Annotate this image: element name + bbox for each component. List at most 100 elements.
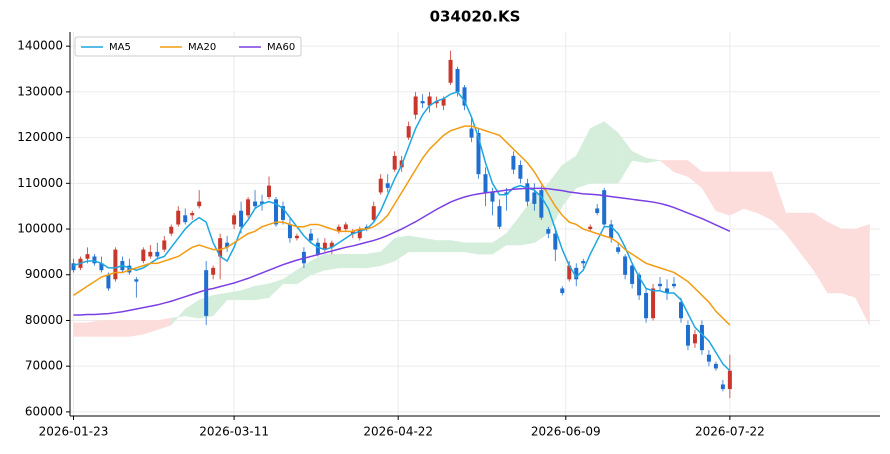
cloud-segment <box>73 322 88 337</box>
candle-body <box>427 96 432 106</box>
cloud-segment <box>589 121 605 184</box>
candle-body <box>616 247 621 252</box>
cloud <box>73 121 870 337</box>
candle-body <box>678 302 683 319</box>
candle-body <box>385 183 390 188</box>
candle-body <box>441 98 446 106</box>
candle-body <box>183 215 188 223</box>
candle-body <box>476 133 481 175</box>
cloud-segment <box>143 320 158 335</box>
candle-body <box>155 251 160 257</box>
candle-body <box>497 206 502 227</box>
y-tick-label: 110000 <box>17 176 63 190</box>
y-tick-label: 130000 <box>17 84 63 98</box>
candle-body <box>483 174 488 193</box>
chart-title: 034020.KS <box>430 8 521 26</box>
candle-body <box>406 126 411 138</box>
cloud-segment <box>394 235 409 262</box>
candle-body <box>267 185 272 198</box>
candle-body <box>211 267 216 275</box>
legend-box <box>74 36 302 57</box>
candle-body <box>141 249 146 262</box>
candle-body <box>315 242 320 255</box>
candle-body <box>532 192 537 204</box>
candle-body <box>169 226 174 234</box>
legend-label: MA20 <box>188 42 216 53</box>
candle-body <box>539 190 544 218</box>
candles <box>71 50 732 399</box>
cloud-segment <box>129 320 144 337</box>
candle-body <box>665 288 670 294</box>
cloud-segment <box>436 240 451 253</box>
x-tick-label: 2026-07-22 <box>695 425 765 439</box>
candle-body <box>204 270 209 316</box>
cloud-segment <box>226 290 242 301</box>
candle-body <box>420 101 425 104</box>
cloud-segment <box>799 212 814 271</box>
candle-body <box>106 274 111 289</box>
legend: MA5 MA20 MA60 <box>74 36 302 57</box>
cloud-segment <box>268 278 284 299</box>
candle-body <box>720 384 725 390</box>
candle-body <box>371 206 376 220</box>
candle-body <box>134 279 139 282</box>
y-tick-label: 60000 <box>25 404 63 418</box>
y-tick-label: 100000 <box>17 222 63 236</box>
candle-body <box>490 192 495 202</box>
candle-body <box>392 155 397 170</box>
candle-body <box>574 267 579 280</box>
candle-body <box>602 190 607 225</box>
candle-body <box>525 183 530 202</box>
x-tick-label: 2026-06-09 <box>531 425 601 439</box>
candle-body <box>197 201 202 207</box>
candle-body <box>706 354 711 362</box>
candle-body <box>113 249 118 280</box>
cloud-segment <box>87 320 102 337</box>
ma-lines <box>73 91 731 372</box>
cloud-segment <box>659 160 675 173</box>
candle-body <box>357 229 362 239</box>
cloud-segment <box>464 242 479 255</box>
cloud-segment <box>743 171 759 214</box>
cloud-segment <box>408 235 423 253</box>
cloud-segment <box>366 251 381 269</box>
candle-body <box>672 283 677 287</box>
candle-body <box>699 325 704 351</box>
ma-line <box>73 91 731 372</box>
candle-body <box>322 242 327 250</box>
cloud-segment <box>673 160 689 177</box>
candle-body <box>350 231 355 234</box>
cloud-segment <box>352 253 368 269</box>
y-tick-label: 90000 <box>25 267 63 281</box>
cloud-segment <box>855 224 870 326</box>
candle-body <box>239 210 244 227</box>
cloud-segment <box>310 253 326 276</box>
candle-body <box>504 192 509 195</box>
cloud-segment <box>324 253 340 271</box>
candle-body <box>413 96 418 115</box>
cloud-segment <box>785 212 800 253</box>
cloud-segment <box>101 320 116 337</box>
candle-body <box>469 128 474 138</box>
cloud-segment <box>701 171 717 212</box>
candle-body <box>343 224 348 230</box>
cloud-segment <box>645 157 661 164</box>
cloud-segment <box>212 292 228 317</box>
candle-body <box>511 155 516 170</box>
candle-body <box>232 215 237 225</box>
cloud-segment <box>562 155 577 207</box>
candle-body <box>378 178 383 193</box>
candle-body <box>176 210 181 225</box>
cloud-segment <box>338 253 354 269</box>
cloud-segment <box>380 237 395 266</box>
candle-body <box>99 263 104 271</box>
cloud-segment <box>240 285 256 301</box>
x-tick-label: 2026-03-11 <box>199 425 269 439</box>
cloud-segment <box>254 283 270 301</box>
candle-body <box>595 208 600 214</box>
y-tick-label: 120000 <box>17 130 63 144</box>
candle-body <box>462 87 467 106</box>
candle-body <box>308 233 313 241</box>
candle-body <box>329 242 334 248</box>
